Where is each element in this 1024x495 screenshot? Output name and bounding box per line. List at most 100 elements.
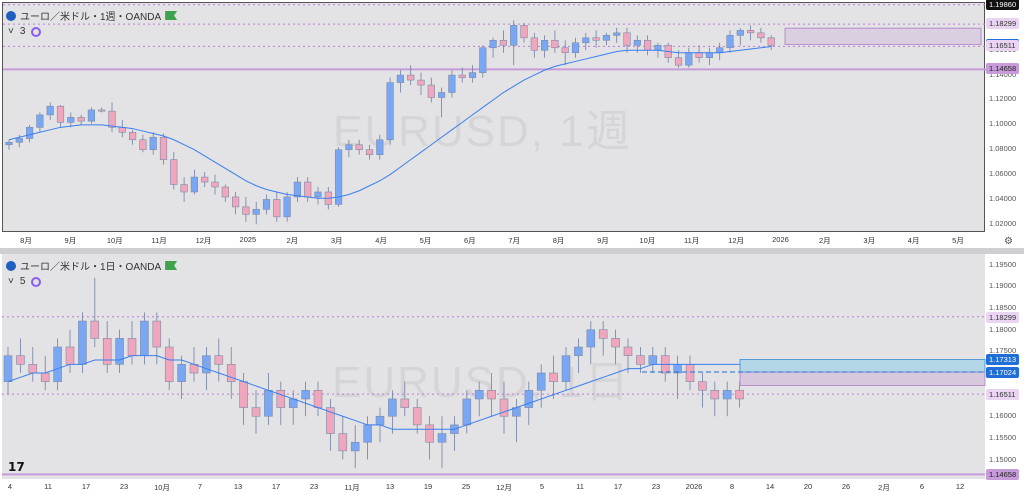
candle[interactable] — [710, 381, 720, 417]
candle[interactable] — [98, 107, 106, 113]
candle[interactable] — [448, 70, 456, 98]
candle[interactable] — [211, 174, 219, 195]
candle[interactable] — [264, 372, 273, 425]
candle[interactable] — [685, 47, 693, 68]
candle[interactable] — [36, 112, 44, 133]
candle[interactable] — [520, 22, 528, 43]
candle[interactable] — [252, 201, 260, 225]
candle[interactable] — [326, 398, 335, 451]
candle[interactable] — [458, 67, 466, 83]
daily-indicator-row[interactable]: ˅ 5 — [8, 276, 42, 287]
zone-box-blue[interactable] — [739, 359, 986, 373]
candle[interactable] — [530, 32, 538, 58]
candle[interactable] — [648, 347, 658, 373]
candle[interactable] — [118, 119, 126, 138]
candle[interactable] — [90, 277, 100, 348]
candle[interactable] — [314, 187, 322, 205]
candle[interactable] — [139, 134, 147, 153]
candle[interactable] — [673, 355, 682, 399]
settings-gear-icon[interactable]: ⚙ — [1004, 236, 1013, 247]
candle[interactable] — [170, 152, 178, 190]
candle[interactable] — [551, 30, 559, 53]
daily-collapse-chevron-icon[interactable]: ˅ — [8, 276, 14, 287]
candle[interactable] — [102, 321, 112, 373]
candle[interactable] — [87, 107, 95, 124]
candle[interactable] — [664, 42, 672, 63]
candle[interactable] — [53, 338, 62, 391]
candle[interactable] — [417, 72, 425, 95]
candle[interactable] — [386, 77, 394, 145]
candle[interactable] — [65, 329, 75, 373]
candle[interactable] — [46, 102, 54, 120]
daily-legend[interactable]: ユーロ／米ドル・1日・OANDA — [6, 258, 178, 273]
candle[interactable] — [345, 139, 353, 158]
candle[interactable] — [77, 114, 85, 125]
candle[interactable] — [149, 132, 157, 155]
candle[interactable] — [3, 347, 13, 395]
candle[interactable] — [5, 139, 13, 150]
candle[interactable] — [602, 32, 610, 46]
candle[interactable] — [350, 424, 360, 469]
candle[interactable] — [623, 338, 633, 373]
daily-plot-area[interactable]: EURUSD, 1日 — [2, 254, 986, 479]
candle[interactable] — [273, 191, 281, 222]
candle[interactable] — [56, 104, 65, 128]
moving-average-line[interactable] — [8, 46, 772, 199]
weekly-chart-pane[interactable]: EURUSD, 1週 ユーロ／米ドル・1週・OANDA ˅ 3 1.180001… — [0, 0, 1024, 248]
candle[interactable] — [722, 381, 732, 417]
candle[interactable] — [288, 390, 298, 425]
candle[interactable] — [427, 77, 435, 103]
candle[interactable] — [685, 355, 695, 391]
candle[interactable] — [487, 372, 496, 417]
candle[interactable] — [489, 37, 497, 58]
candle[interactable] — [115, 329, 124, 373]
candle[interactable] — [716, 42, 724, 61]
candle[interactable] — [582, 32, 590, 51]
candle[interactable] — [571, 37, 580, 58]
candle[interactable] — [400, 381, 410, 417]
weekly-time-axis[interactable]: 8月 9月 10月 11月 12月 2025 2月 3月 4月 5月 6月 7月 8月 9月 10月 11月 1… — [0, 232, 985, 248]
candle[interactable] — [735, 381, 744, 408]
candle[interactable] — [180, 177, 188, 202]
moving-average-line[interactable] — [7, 355, 740, 430]
candle[interactable] — [412, 398, 422, 434]
candle[interactable] — [221, 184, 229, 202]
candle[interactable] — [164, 338, 174, 391]
candle[interactable] — [549, 355, 558, 399]
candle[interactable] — [201, 172, 209, 187]
candle[interactable] — [376, 134, 384, 160]
candle[interactable] — [561, 347, 571, 391]
candle[interactable] — [726, 30, 734, 53]
candle[interactable] — [26, 124, 34, 143]
candle[interactable] — [407, 65, 415, 86]
candle[interactable] — [335, 147, 343, 207]
pane-divider[interactable] — [0, 248, 1024, 254]
candle[interactable] — [363, 416, 372, 460]
candle[interactable] — [226, 347, 236, 399]
candle[interactable] — [598, 321, 608, 356]
candle[interactable] — [474, 381, 484, 417]
candle[interactable] — [67, 112, 75, 128]
candle[interactable] — [129, 129, 137, 145]
candle[interactable] — [586, 321, 596, 365]
candle[interactable] — [425, 416, 434, 460]
candle[interactable] — [437, 416, 447, 469]
candle[interactable] — [574, 338, 583, 373]
candle[interactable] — [450, 416, 459, 451]
range-box[interactable] — [784, 27, 982, 45]
candle[interactable] — [396, 70, 404, 93]
weekly-plot-area[interactable]: EURUSD, 1週 — [2, 2, 986, 232]
candle[interactable] — [276, 381, 286, 425]
zone-box-pink[interactable] — [739, 371, 986, 386]
candle[interactable] — [757, 27, 765, 43]
candle[interactable] — [313, 381, 323, 417]
candle[interactable] — [438, 87, 446, 118]
candle[interactable] — [365, 144, 374, 160]
candle[interactable] — [510, 20, 518, 66]
sync-icon[interactable] — [31, 26, 42, 37]
candle[interactable] — [242, 196, 250, 222]
candle[interactable] — [499, 381, 509, 434]
daily-price-axis[interactable]: 1.19500 1.19000 1.18500 1.18000 1.17500 1.170… — [985, 254, 1024, 481]
candle[interactable] — [251, 390, 261, 434]
daily-chart-pane[interactable]: EURUSD, 1日 ユーロ／米ドル・1日・OANDA ˅ 5 17 1.195… — [0, 254, 1024, 495]
